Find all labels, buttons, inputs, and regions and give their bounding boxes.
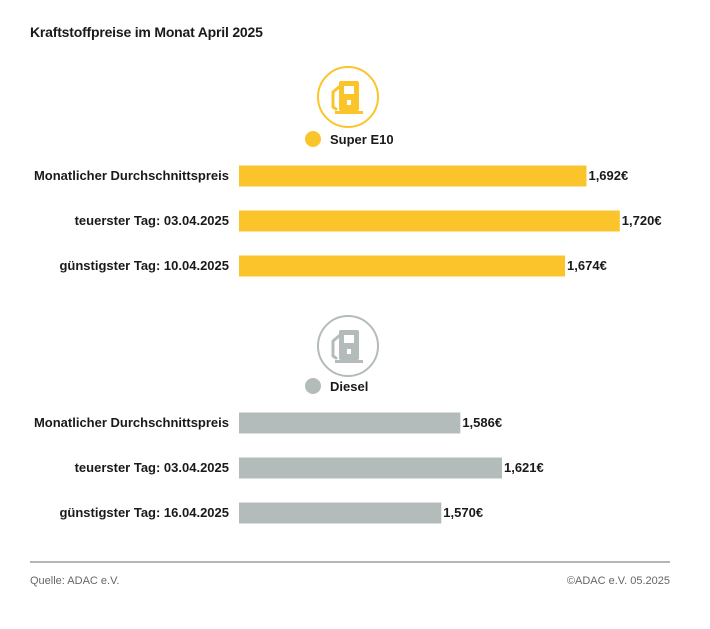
footer-divider [30, 561, 670, 563]
bar-row: Monatlicher Durchschnittspreis 1,692€ [34, 165, 628, 187]
bar [239, 502, 442, 524]
pump-base [335, 360, 363, 363]
pump-body [339, 330, 359, 360]
pump-window [344, 86, 354, 94]
bar [239, 165, 587, 187]
panel-super-e10: Super E10 Monatlicher Durchschnittspreis 1… [34, 66, 662, 277]
category-label: Monatlicher Durchschnittspreis [34, 415, 229, 430]
bar-row: günstigster Tag: 16.04.2025 1,570€ [59, 502, 483, 524]
pump-window [344, 335, 354, 343]
legend-label: Diesel [330, 379, 368, 394]
pump-hose [331, 85, 341, 111]
fuel-pump-icon [317, 66, 379, 128]
category-label: teuerster Tag: 03.04.2025 [75, 460, 229, 475]
value-label: 1,586€ [462, 415, 502, 430]
legend-diesel: Diesel [305, 378, 368, 394]
legend-label: Super E10 [330, 132, 394, 147]
value-label: 1,621€ [504, 460, 544, 475]
bar [239, 457, 502, 479]
fuel-pump-icon [317, 315, 379, 377]
bar-row: günstigster Tag: 10.04.2025 1,674€ [59, 255, 607, 277]
category-label: günstigster Tag: 16.04.2025 [59, 505, 229, 520]
bar [239, 210, 620, 232]
legend-swatch [305, 131, 321, 147]
pump-base [335, 111, 363, 114]
pump-slot [347, 100, 351, 105]
value-label: 1,674€ [567, 258, 607, 273]
value-label: 1,720€ [622, 213, 662, 228]
icon-ring [317, 315, 379, 377]
bar [239, 412, 461, 434]
pump-hose [331, 334, 341, 360]
category-label: teuerster Tag: 03.04.2025 [75, 213, 229, 228]
source-note: Quelle: ADAC e.V. [30, 575, 120, 587]
pump-slot [347, 349, 351, 354]
bar [239, 255, 566, 277]
category-label: Monatlicher Durchschnittspreis [34, 168, 229, 183]
bar-row: teuerster Tag: 03.04.2025 1,720€ [75, 210, 662, 232]
pump-body [339, 81, 359, 111]
bar-row: Monatlicher Durchschnittspreis 1,586€ [34, 412, 502, 434]
legend-super-e10: Super E10 [305, 131, 394, 147]
chart-title: Kraftstoffpreise im Monat April 2025 [30, 24, 263, 40]
value-label: 1,570€ [443, 505, 483, 520]
icon-ring [317, 66, 379, 128]
category-label: günstigster Tag: 10.04.2025 [59, 258, 229, 273]
bar-row: teuerster Tag: 03.04.2025 1,621€ [75, 457, 544, 479]
copyright-note: ©ADAC e.V. 05.2025 [566, 575, 670, 587]
legend-swatch [305, 378, 321, 394]
value-label: 1,692€ [588, 168, 628, 183]
panel-diesel: Diesel Monatlicher Durchschnittspreis 1,58… [34, 315, 544, 524]
